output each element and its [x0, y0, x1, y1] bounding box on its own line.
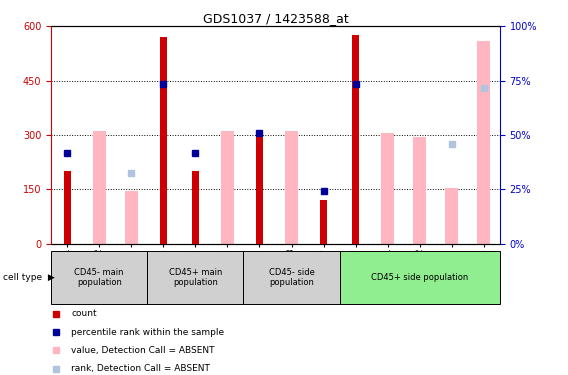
Bar — [160, 37, 167, 244]
Bar — [147, 251, 244, 304]
Bar — [221, 131, 234, 244]
Bar — [320, 200, 327, 244]
Text: percentile rank within the sample: percentile rank within the sample — [72, 328, 224, 337]
Title: GDS1037 / 1423588_at: GDS1037 / 1423588_at — [203, 12, 348, 25]
Bar — [244, 251, 340, 304]
Text: CD45- side
population: CD45- side population — [269, 268, 315, 287]
Bar — [285, 131, 298, 244]
Text: count: count — [72, 309, 97, 318]
Text: rank, Detection Call = ABSENT: rank, Detection Call = ABSENT — [72, 364, 210, 373]
Bar — [256, 135, 263, 244]
Text: CD45+ main
population: CD45+ main population — [169, 268, 222, 287]
Bar — [51, 251, 147, 304]
Bar — [381, 133, 394, 244]
Bar — [340, 251, 500, 304]
Text: value, Detection Call = ABSENT: value, Detection Call = ABSENT — [72, 346, 215, 355]
Bar — [414, 137, 426, 244]
Bar — [64, 171, 70, 244]
Bar — [352, 35, 359, 244]
Bar — [477, 41, 490, 244]
Bar — [192, 171, 199, 244]
Bar — [93, 131, 106, 244]
Text: CD45+ side population: CD45+ side population — [371, 273, 469, 282]
Text: cell type  ▶: cell type ▶ — [3, 273, 55, 282]
Bar — [125, 191, 137, 244]
Bar — [445, 188, 458, 244]
Text: CD45- main
population: CD45- main population — [74, 268, 124, 287]
